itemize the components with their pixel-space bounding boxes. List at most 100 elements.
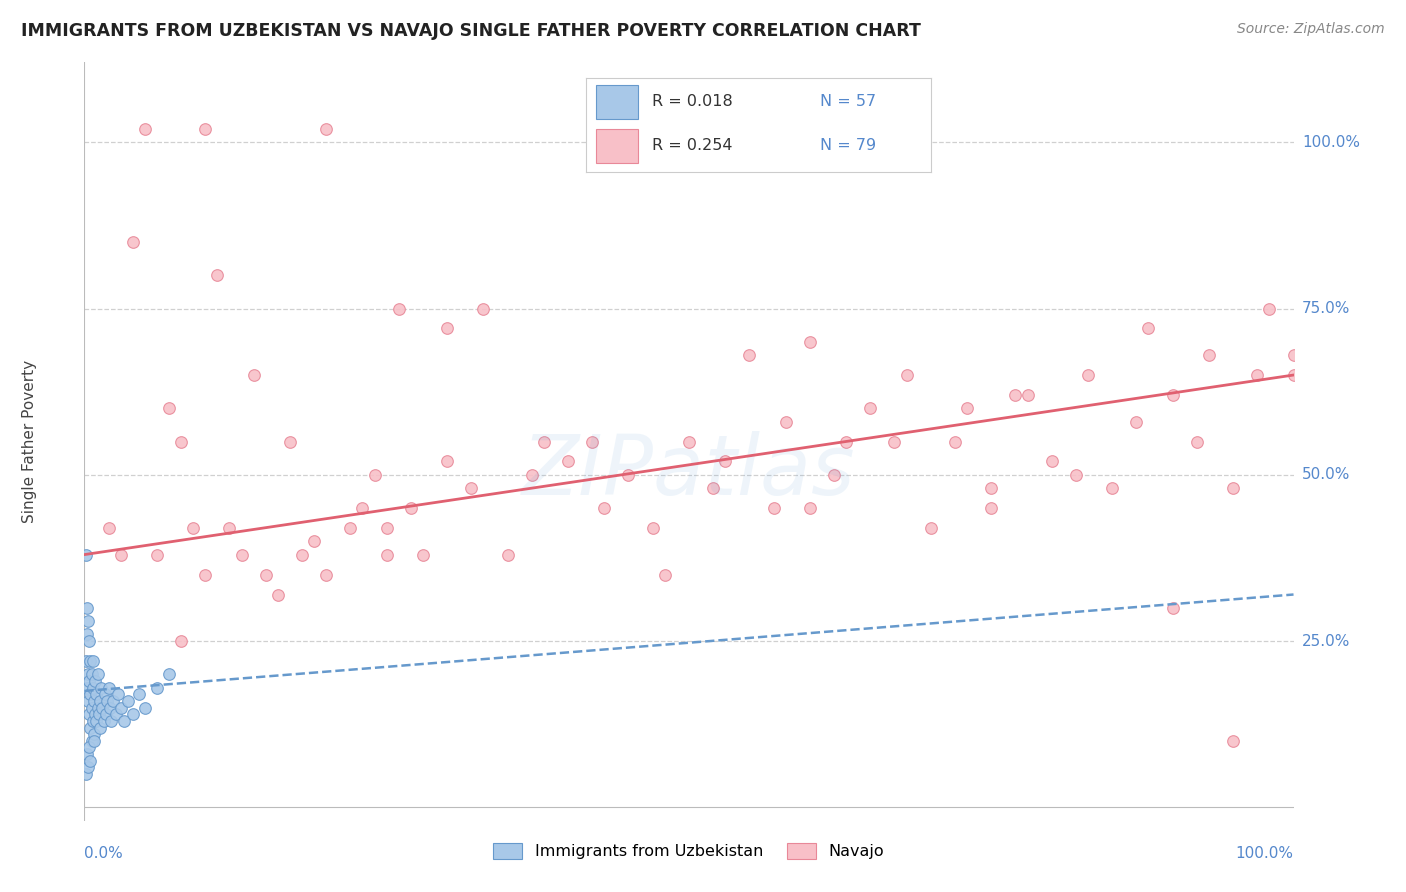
Point — [956, 401, 979, 416]
Point — [76, 747, 98, 761]
Point — [678, 434, 700, 449]
Point — [75, 767, 97, 781]
Point — [117, 694, 139, 708]
Point — [87, 707, 110, 722]
Point — [291, 548, 314, 562]
Point — [170, 634, 193, 648]
Point — [278, 434, 301, 449]
Text: 50.0%: 50.0% — [1302, 467, 1350, 483]
Point — [412, 548, 434, 562]
Point — [75, 654, 97, 668]
Point — [157, 667, 180, 681]
Text: 25.0%: 25.0% — [1302, 633, 1350, 648]
Point — [1222, 481, 1244, 495]
Point — [436, 321, 458, 335]
Point — [76, 600, 98, 615]
Point — [146, 681, 169, 695]
Text: ZIPatlas: ZIPatlas — [522, 432, 856, 512]
Point — [79, 754, 101, 768]
Point — [738, 348, 761, 362]
Point — [89, 694, 111, 708]
Point — [375, 521, 398, 535]
Point — [79, 721, 101, 735]
Point — [75, 548, 97, 562]
Point — [77, 694, 100, 708]
Point — [1258, 301, 1281, 316]
Point — [388, 301, 411, 316]
Point — [80, 734, 103, 748]
Point — [86, 687, 108, 701]
Point — [1004, 388, 1026, 402]
Point — [496, 548, 519, 562]
Point — [76, 627, 98, 641]
Point — [1125, 415, 1147, 429]
Text: Single Father Poverty: Single Father Poverty — [22, 360, 38, 523]
Point — [207, 268, 229, 283]
Point — [84, 707, 107, 722]
Point — [146, 548, 169, 562]
Point — [920, 521, 942, 535]
Point — [943, 434, 966, 449]
Point — [77, 673, 100, 688]
Point — [654, 567, 676, 582]
Point — [121, 235, 143, 249]
Point — [83, 694, 105, 708]
Point — [76, 681, 98, 695]
Point — [254, 567, 277, 582]
Point — [533, 434, 555, 449]
Point — [86, 714, 108, 728]
Point — [339, 521, 361, 535]
Point — [77, 634, 100, 648]
Point — [1017, 388, 1039, 402]
Point — [399, 501, 422, 516]
Text: 0.0%: 0.0% — [84, 846, 124, 861]
Point — [557, 454, 579, 468]
Text: 75.0%: 75.0% — [1302, 301, 1350, 316]
Point — [112, 714, 135, 728]
Point — [134, 700, 156, 714]
Point — [170, 434, 193, 449]
Point — [520, 467, 543, 482]
Point — [80, 667, 103, 681]
Point — [194, 567, 217, 582]
Point — [641, 521, 664, 535]
Point — [859, 401, 882, 416]
Point — [96, 694, 118, 708]
Point — [82, 714, 104, 728]
Point — [110, 548, 132, 562]
Point — [100, 714, 122, 728]
Point — [157, 401, 180, 416]
Point — [1077, 368, 1099, 382]
Point — [1282, 368, 1305, 382]
Point — [302, 534, 325, 549]
Point — [823, 467, 845, 482]
Point — [181, 521, 204, 535]
Point — [231, 548, 253, 562]
Point — [97, 681, 120, 695]
Point — [775, 415, 797, 429]
Point — [77, 667, 100, 681]
Point — [79, 687, 101, 701]
Point — [315, 122, 337, 136]
Point — [460, 481, 482, 495]
Point — [1137, 321, 1160, 335]
Text: Source: ZipAtlas.com: Source: ZipAtlas.com — [1237, 22, 1385, 37]
Point — [91, 700, 114, 714]
Point — [103, 694, 125, 708]
Point — [1246, 368, 1268, 382]
Point — [97, 521, 120, 535]
Point — [82, 681, 104, 695]
Point — [93, 714, 115, 728]
Point — [1101, 481, 1123, 495]
Point — [107, 687, 129, 701]
Point — [980, 501, 1002, 516]
Point — [835, 434, 858, 449]
Point — [375, 548, 398, 562]
Point — [315, 567, 337, 582]
Point — [472, 301, 495, 316]
Point — [110, 700, 132, 714]
Point — [352, 501, 374, 516]
Point — [1161, 600, 1184, 615]
Point — [84, 673, 107, 688]
Point — [79, 654, 101, 668]
